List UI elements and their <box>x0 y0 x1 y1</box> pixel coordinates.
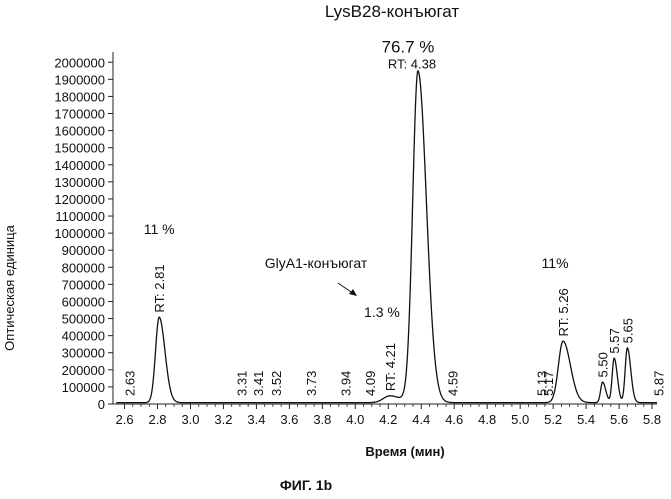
x-tick-label: 3.4 <box>247 412 265 427</box>
peak-percent-label: 76.7 % <box>382 38 435 57</box>
y-tick-label: 1800000 <box>54 89 105 104</box>
x-tick-label: 4.0 <box>346 412 364 427</box>
y-tick-label: 100000 <box>62 380 105 395</box>
x-tick-label: 2.6 <box>116 412 134 427</box>
y-tick-label: 1400000 <box>54 158 105 173</box>
y-tick-label: 500000 <box>62 312 105 327</box>
x-tick-label: 4.6 <box>445 412 463 427</box>
y-tick-label: 0 <box>98 397 105 412</box>
minor-rt-label: 3.94 <box>338 371 353 396</box>
minor-rt-label: 3.52 <box>269 371 284 396</box>
x-axis-label: Время (мин) <box>365 444 444 459</box>
y-tick-label: 1600000 <box>54 124 105 139</box>
y-tick-label: 1900000 <box>54 72 105 87</box>
x-tick-label: 2.8 <box>148 412 166 427</box>
minor-rt-label: 3.73 <box>304 371 319 396</box>
minor-rt-label: 3.31 <box>235 371 250 396</box>
x-tick-label: 3.6 <box>280 412 298 427</box>
y-tick-label: 200000 <box>62 363 105 378</box>
y-tick-label: 1000000 <box>54 226 105 241</box>
x-tick-label: 4.2 <box>379 412 397 427</box>
y-tick-label: 1500000 <box>54 141 105 156</box>
peak-rt-label: RT: 5.26 <box>556 288 571 336</box>
y-tick-label: 900000 <box>62 243 105 258</box>
figure-caption: ФИГ. 1b <box>280 477 332 493</box>
peak-rt-label: RT: 4.38 <box>388 57 436 72</box>
x-tick-label: 5.8 <box>643 412 661 427</box>
minor-rt-label: 4.59 <box>446 371 461 396</box>
minor-rt-label: 5.87 <box>652 371 667 396</box>
minor-rt-label: 2.63 <box>122 371 137 396</box>
x-tick-label: 4.4 <box>412 412 430 427</box>
glya1-annotation: GlyA1-конъюгат <box>265 255 368 271</box>
y-axis-label: Оптическая единица <box>2 224 17 350</box>
y-tick-label: 800000 <box>62 260 105 275</box>
peak-percent-label: 11 % <box>144 221 175 237</box>
minor-rt-label: 3.41 <box>251 371 266 396</box>
x-tick-label: 5.4 <box>577 412 595 427</box>
y-tick-label: 700000 <box>62 277 105 292</box>
peak-rt-label: RT: 2.81 <box>152 264 167 312</box>
y-tick-label: 1200000 <box>54 192 105 207</box>
x-tick-label: 5.2 <box>544 412 562 427</box>
peak-rt-label: 5.65 <box>620 318 635 343</box>
y-tick-label: 600000 <box>62 294 105 309</box>
y-tick-label: 2000000 <box>54 55 105 70</box>
y-tick-label: 300000 <box>62 346 105 361</box>
annotation-arrow-head <box>349 289 357 296</box>
minor-rt-label: 5.17 <box>541 371 556 396</box>
chart-title: LysB28-конъюгат <box>325 2 459 21</box>
x-tick-label: 4.8 <box>478 412 496 427</box>
peak-rt-label: RT: 4.21 <box>383 343 398 391</box>
x-tick-label: 5.6 <box>610 412 628 427</box>
peak-percent-label: 1.3 % <box>364 304 400 320</box>
y-tick-label: 1300000 <box>54 175 105 190</box>
y-tick-label: 1100000 <box>55 209 105 224</box>
y-tick-label: 1700000 <box>54 107 105 122</box>
peak-percent-label: 11% <box>542 255 569 271</box>
x-tick-label: 3.0 <box>181 412 199 427</box>
peak-rt-label: 5.50 <box>596 352 611 377</box>
minor-rt-label: 4.09 <box>363 371 378 396</box>
x-tick-label: 3.8 <box>313 412 331 427</box>
x-tick-label: 3.2 <box>214 412 232 427</box>
x-tick-label: 5.0 <box>511 412 529 427</box>
y-tick-label: 400000 <box>62 329 105 344</box>
